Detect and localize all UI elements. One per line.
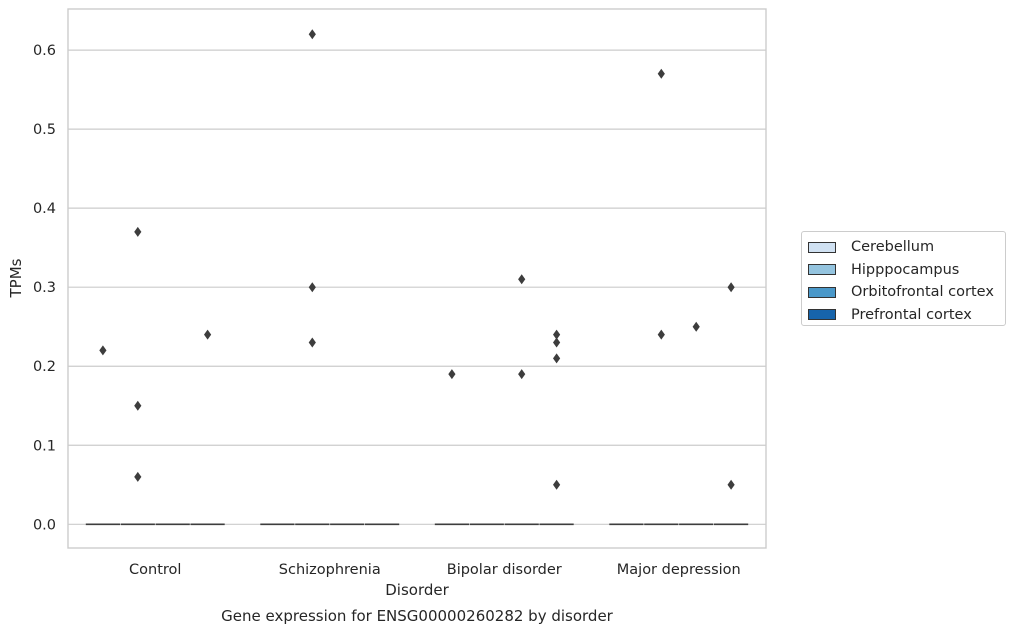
chart-caption: Gene expression for ENSG00000260282 by d… xyxy=(221,607,613,625)
outlier-point xyxy=(308,337,316,348)
outlier-point xyxy=(448,369,456,380)
outlier-point xyxy=(518,274,526,285)
outlier-point xyxy=(204,329,212,340)
legend-swatch xyxy=(808,264,836,276)
outlier-point xyxy=(134,400,142,411)
legend-item: Cerebellum xyxy=(808,236,1005,259)
outlier-point xyxy=(134,471,142,482)
outlier-point xyxy=(657,68,665,79)
y-tick-label: 0.3 xyxy=(33,280,56,296)
legend-label: Cerebellum xyxy=(851,239,935,256)
legend: Cerebellum Hipppocampus Orbitofrontal co… xyxy=(801,231,1006,326)
outlier-point xyxy=(518,369,526,380)
legend-swatch xyxy=(808,309,836,321)
y-tick-label: 0.0 xyxy=(33,517,56,533)
x-axis-label: Disorder xyxy=(385,581,449,599)
outlier-point xyxy=(134,226,142,237)
outlier-point xyxy=(308,282,316,293)
outlier-point xyxy=(553,353,561,364)
legend-item: Hipppocampus xyxy=(808,259,1005,282)
legend-item: Orbitofrontal cortex xyxy=(808,281,1005,304)
y-tick-label: 0.2 xyxy=(33,359,56,375)
y-tick-label: 0.6 xyxy=(33,43,56,59)
outlier-point xyxy=(657,329,665,340)
y-tick-label: 0.5 xyxy=(33,122,56,138)
x-tick-label: Control xyxy=(129,562,181,578)
legend-label: Prefrontal cortex xyxy=(851,306,972,323)
plot-frame xyxy=(67,8,767,549)
legend-swatch xyxy=(808,241,836,253)
outlier-point xyxy=(727,479,735,490)
x-tick-label: Bipolar disorder xyxy=(447,562,562,578)
outlier-point xyxy=(99,345,107,356)
outlier-point xyxy=(727,282,735,293)
outlier-point xyxy=(308,29,316,40)
x-tick-label: Schizophrenia xyxy=(279,562,381,578)
y-tick-label: 0.4 xyxy=(33,201,56,217)
outlier-point xyxy=(553,479,561,490)
outlier-point xyxy=(692,321,700,332)
y-axis-label: TPMs xyxy=(7,258,25,298)
legend-label: Hipppocampus xyxy=(851,261,960,278)
legend-label: Orbitofrontal cortex xyxy=(851,284,994,301)
x-tick-label: Major depression xyxy=(617,562,741,578)
legend-swatch xyxy=(808,286,836,298)
outlier-point xyxy=(553,329,561,340)
y-tick-label: 0.1 xyxy=(33,438,56,454)
outlier-point xyxy=(553,337,561,348)
legend-item: Prefrontal cortex xyxy=(808,304,1005,327)
